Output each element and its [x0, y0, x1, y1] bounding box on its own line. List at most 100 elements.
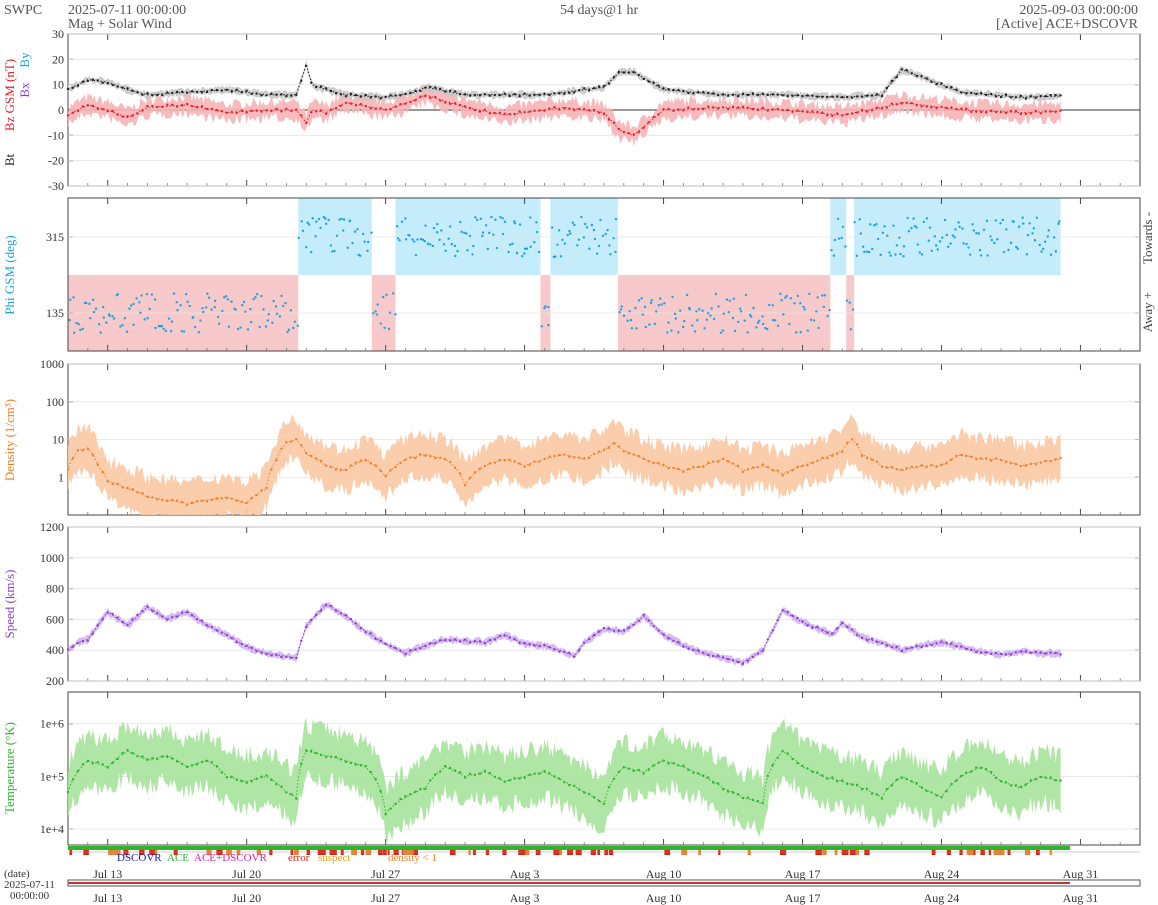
- temperature-point: [612, 777, 616, 781]
- phi-point: [933, 235, 937, 238]
- temperature-point: [488, 771, 492, 775]
- temperature-point: [786, 752, 789, 755]
- source-flag-mark: [664, 850, 671, 855]
- bz-point: [354, 104, 358, 107]
- speed-point: [503, 634, 506, 637]
- phi-point: [148, 307, 151, 311]
- speed-point: [875, 640, 879, 644]
- temperature-point: [106, 766, 109, 769]
- density-point: [419, 452, 422, 456]
- phi-point: [341, 229, 345, 232]
- phi-point: [577, 238, 581, 241]
- speed-point: [702, 651, 705, 654]
- density-point: [970, 455, 973, 458]
- phi-point: [609, 253, 612, 256]
- density-point: [880, 465, 884, 468]
- bz-point: [136, 112, 139, 115]
- source-flag-mark: [959, 850, 963, 855]
- bz-point: [711, 106, 715, 109]
- bt-point: [409, 91, 412, 95]
- density-point: [960, 453, 963, 457]
- phi-point: [287, 328, 291, 331]
- temperature-point: [1009, 784, 1013, 787]
- speed-point: [607, 627, 611, 630]
- bt-point: [121, 86, 124, 89]
- phi-point: [242, 300, 246, 304]
- speed-point: [577, 649, 581, 652]
- phi-point: [523, 252, 526, 255]
- bt-point: [389, 94, 392, 97]
- phi-point: [266, 319, 270, 322]
- temperature-point: [369, 770, 372, 774]
- bz-point: [692, 108, 695, 111]
- speed-point: [404, 652, 407, 656]
- density-point: [687, 467, 690, 471]
- phi-point: [529, 216, 532, 219]
- temperature-point: [592, 796, 596, 799]
- bz-point: [940, 105, 943, 109]
- bz-point: [453, 102, 457, 105]
- phi-point: [898, 236, 901, 239]
- bt-point: [245, 89, 248, 92]
- density-point: [225, 496, 229, 500]
- phi-point: [213, 299, 217, 303]
- phi-point: [707, 312, 710, 315]
- x-tick-label-bottom: Jul 13: [93, 891, 122, 905]
- speed-point: [1004, 653, 1008, 656]
- density-point: [379, 469, 382, 472]
- density-point: [116, 482, 119, 486]
- speed-point: [399, 649, 402, 652]
- phi-point: [630, 327, 634, 330]
- density-point: [200, 499, 204, 502]
- bt-point: [796, 94, 799, 97]
- speed-point: [1029, 651, 1033, 654]
- temperature-point: [637, 768, 640, 772]
- x-tick-label: Aug 10: [646, 867, 682, 881]
- phi-point: [837, 237, 841, 240]
- phi-point: [501, 217, 504, 220]
- temperature-point: [463, 776, 467, 779]
- bt-point: [776, 93, 779, 96]
- bt-point: [716, 94, 720, 97]
- phi-point: [472, 244, 475, 248]
- density-point: [250, 496, 253, 500]
- density-point: [796, 465, 799, 468]
- temperature-point: [657, 761, 660, 764]
- temperature-range-band: [68, 717, 1061, 844]
- density-point: [766, 466, 769, 469]
- temperature-point: [419, 787, 422, 791]
- bz-point: [434, 95, 437, 99]
- phi-point: [521, 254, 524, 258]
- source-flag-mark: [293, 850, 299, 855]
- bt-point: [910, 72, 913, 75]
- source-flag-mark: [1035, 850, 1040, 855]
- phi-point: [342, 218, 346, 221]
- source-legend-density-1: density < 1: [388, 852, 437, 864]
- source-flag-mark: [412, 850, 418, 855]
- bz-point: [389, 108, 392, 111]
- phi-point: [264, 325, 268, 328]
- density-point: [439, 456, 442, 460]
- bt-point: [175, 90, 179, 94]
- speed-point: [781, 609, 784, 612]
- density-point: [156, 498, 159, 501]
- x-tick-label: Jul 13: [93, 867, 122, 881]
- bz-point: [91, 104, 95, 108]
- bt-point: [200, 91, 204, 94]
- speed-point: [801, 620, 804, 623]
- bz-point: [275, 107, 278, 111]
- phi-point: [1016, 247, 1019, 250]
- phi-point: [568, 230, 571, 233]
- mag-ylabel-by: By: [17, 52, 32, 68]
- phi-point: [331, 250, 334, 253]
- phi-point: [204, 306, 208, 309]
- phi-point: [125, 330, 129, 333]
- density-point: [1019, 464, 1023, 468]
- speed-point: [265, 653, 268, 656]
- temperature-point: [622, 766, 626, 769]
- phi-point: [447, 237, 450, 240]
- bz-point: [300, 114, 303, 117]
- temperature-point: [483, 769, 487, 773]
- phi-point: [597, 244, 601, 248]
- density-point: [667, 467, 670, 470]
